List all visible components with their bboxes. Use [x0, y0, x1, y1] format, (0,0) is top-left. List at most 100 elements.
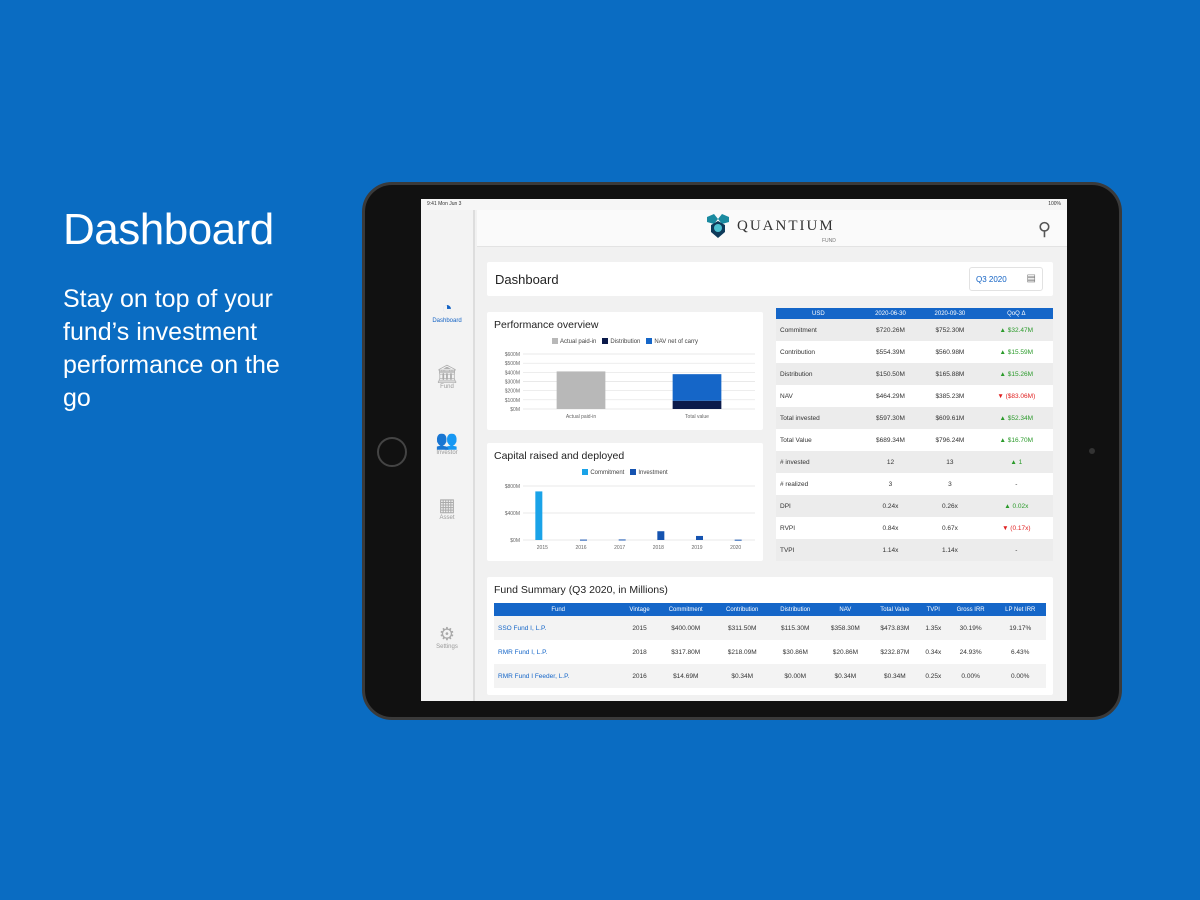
- bar-investment: [657, 531, 665, 540]
- sidebar-item-settings[interactable]: ⚙ Settings: [421, 624, 473, 650]
- table-cell: $311.50M: [714, 616, 770, 640]
- column-header: Distribution: [769, 603, 821, 616]
- table-cell: 2018: [632, 648, 647, 656]
- x-tick-label: Total value: [685, 414, 709, 420]
- table-cell: $0.34M: [820, 664, 870, 688]
- table-cell: Total Value: [776, 429, 861, 451]
- column-header: Fund: [494, 603, 623, 616]
- gauge-icon: ◔: [441, 298, 453, 318]
- table-cell: NAV: [776, 385, 861, 407]
- column-header: Commitment: [656, 603, 715, 616]
- table-cell: -: [979, 473, 1053, 495]
- table-cell: $385.23M: [920, 385, 980, 407]
- x-tick-label: 2016: [575, 545, 586, 551]
- fund-link[interactable]: RMR Fund I, L.P.: [498, 648, 548, 656]
- table-row: DPI 0.24x 0.26x ▲ 0.02x: [776, 495, 1053, 517]
- legend-item: Actual paid-in: [552, 338, 596, 345]
- table-row: Commitment $720.26M $752.30M ▲ $32.47M: [776, 319, 1053, 341]
- brand-name: QUANTIUM: [737, 217, 835, 234]
- table-cell: 12: [860, 451, 921, 473]
- table-cell: 2015: [622, 616, 657, 640]
- table-cell: $720.26M: [860, 319, 921, 341]
- x-tick-label: 2020: [730, 545, 741, 551]
- sidebar-item-investor[interactable]: 👥 Investor: [421, 430, 473, 456]
- camera: [1089, 448, 1095, 454]
- column-header: 2020-09-30: [920, 308, 980, 319]
- table-row: Distribution $150.50M $165.88M ▲ $15.26M: [776, 363, 1053, 385]
- table-cell: 0.84x: [860, 517, 921, 539]
- fund-link[interactable]: SSO Fund I, L.P.: [494, 616, 623, 640]
- home-button: [377, 437, 407, 467]
- table-cell: 1.14x: [920, 539, 980, 561]
- x-tick-label: 2015: [537, 545, 548, 551]
- calendar-icon: ▤: [1026, 273, 1036, 284]
- x-tick-label: 2019: [691, 545, 702, 551]
- y-tick-label: $500M: [505, 361, 520, 367]
- column-header: USD: [776, 308, 861, 319]
- bar-investment: [618, 539, 626, 541]
- table-cell: RVPI: [776, 517, 861, 539]
- table-row: Total invested $597.30M $609.61M ▲ $52.34M: [776, 407, 1053, 429]
- bar-distribution: [672, 400, 722, 409]
- table-cell: 13: [920, 451, 980, 473]
- table-cell: $317.80M: [671, 648, 701, 656]
- column-header: Gross IRR: [946, 603, 995, 616]
- sidebar-item-asset[interactable]: ▦ Asset: [421, 495, 473, 521]
- kpi-table: USD 2020-06-30 2020-09-30 QoQ Δ Commitment $7…: [776, 308, 1053, 561]
- y-tick-label: $0M: [510, 407, 520, 413]
- table-cell: $165.88M: [920, 363, 980, 385]
- table-cell: DPI: [776, 495, 861, 517]
- dashboard-bar: Dashboard Q3 2020 ▤: [487, 262, 1053, 296]
- y-tick-label: $200M: [505, 389, 520, 395]
- chart-title: Performance overview: [494, 319, 599, 331]
- status-battery: 100%: [1048, 201, 1061, 207]
- table-cell: 3: [860, 473, 921, 495]
- status-time: 9:41 Mon Jun 3: [427, 201, 462, 207]
- table-cell: $150.50M: [860, 363, 921, 385]
- bar-actual-paid-in: [556, 371, 606, 409]
- table-row: TVPI 1.14x 1.14x -: [776, 539, 1053, 561]
- search-icon[interactable]: ⚲: [1037, 219, 1051, 239]
- chart-legend: Actual paid-in Distribution NAV net of c…: [487, 338, 763, 345]
- people-icon: 👥: [435, 430, 459, 450]
- x-tick-label: 2018: [653, 545, 664, 551]
- fund-link[interactable]: RMR Fund I Feeder, L.P.: [494, 664, 623, 688]
- column-header: Contribution: [714, 603, 770, 616]
- table-cell: $597.30M: [860, 407, 921, 429]
- y-tick-label: $400M: [505, 511, 520, 517]
- legend-item: Commitment: [582, 469, 624, 476]
- table-cell: 0.34x: [925, 648, 942, 656]
- gear-icon: ⚙: [438, 624, 456, 644]
- quarter-selector[interactable]: Q3 2020 ▤: [969, 267, 1043, 291]
- table-cell: Contribution: [776, 341, 861, 363]
- table-cell: ▲ $15.26M: [979, 363, 1053, 385]
- brand-sub: FUND: [822, 238, 836, 244]
- table-cell: ▲ $15.59M: [979, 341, 1053, 363]
- promo-text: Dashboard Stay on top of your fund’s inv…: [63, 205, 303, 415]
- table-row: NAV $464.29M $385.23M ▼ ($83.06M): [776, 385, 1053, 407]
- sidebar-label: Fund: [440, 384, 454, 390]
- table-row: SSO Fund I, L.P. 2015 $400.00M $311.50M $115…: [494, 616, 1046, 640]
- status-bar: 9:41 Mon Jun 3 100%: [421, 199, 1067, 210]
- table-row: RMR Fund I, L.P. 2018 $317.80M $218.09M $30.…: [494, 640, 1046, 664]
- fund-summary-card: Fund Summary (Q3 2020, in Millions) Fund…: [487, 577, 1053, 695]
- app-screen: 9:41 Mon Jun 3 100% ◔ Dashboard 🏛 Fund 👥 In…: [421, 199, 1067, 701]
- column-header: LP Net IRR: [994, 603, 1046, 616]
- fund-summary-table: Fund Vintage Commitment Contribution Distrib…: [494, 603, 1046, 688]
- table-cell: 0.67x: [920, 517, 980, 539]
- table-cell: # realized: [776, 473, 861, 495]
- fund-summary-title: Fund Summary (Q3 2020, in Millions): [494, 584, 668, 596]
- sidebar-item-fund[interactable]: 🏛 Fund: [421, 364, 473, 390]
- table-cell: ▲ $52.34M: [979, 407, 1053, 429]
- sidebar-item-dashboard[interactable]: ◔ Dashboard: [421, 298, 473, 324]
- table-cell: TVPI: [776, 539, 861, 561]
- y-tick-label: $300M: [505, 380, 520, 386]
- table-cell: $400.00M: [656, 616, 715, 640]
- table-cell: $0.34M: [869, 664, 920, 688]
- legend-item: Distribution: [602, 338, 640, 345]
- table-cell: $115.30M: [769, 616, 821, 640]
- table-cell: Total invested: [776, 407, 861, 429]
- table-cell: 6.43%: [1011, 648, 1030, 656]
- table-cell: 0.25x: [919, 664, 947, 688]
- table-cell: $473.83M: [869, 616, 920, 640]
